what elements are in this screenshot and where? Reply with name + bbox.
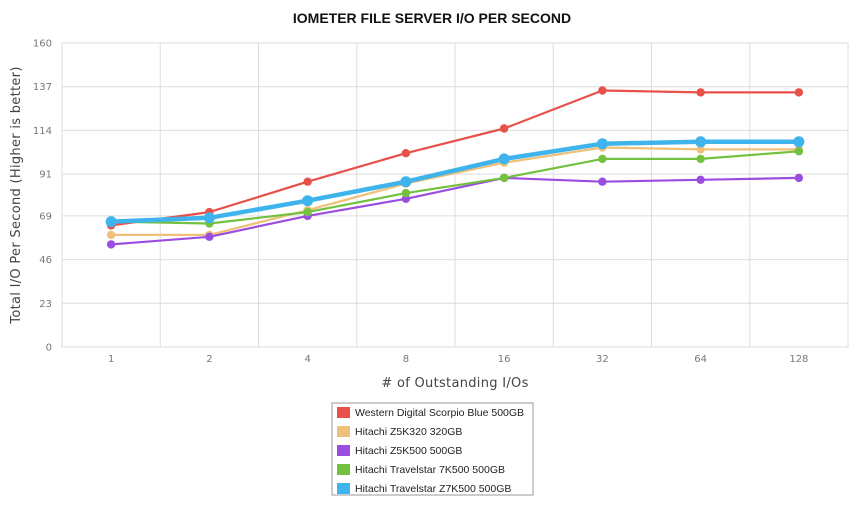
- data-point: [696, 175, 705, 184]
- data-point: [498, 153, 510, 165]
- legend-label: Hitachi Z5K500 500GB: [355, 445, 462, 457]
- data-point: [205, 232, 214, 241]
- legend-swatch: [337, 445, 350, 456]
- data-point: [696, 154, 705, 164]
- legend-item: Hitachi Travelstar 7K500 500GB: [337, 464, 505, 476]
- series-line: [109, 176, 801, 246]
- x-tick-label: 16: [498, 354, 511, 365]
- y-tick-label: 137: [33, 82, 52, 93]
- data-point: [695, 136, 707, 148]
- data-point: [105, 216, 117, 228]
- legend-box: [331, 402, 534, 496]
- data-point: [106, 240, 116, 249]
- y-tick-label: 160: [33, 39, 52, 50]
- series-line: [109, 89, 801, 227]
- data-point: [106, 230, 116, 240]
- grid: [61, 42, 849, 348]
- data-point: [794, 147, 804, 156]
- data-point: [794, 173, 804, 183]
- chart-title: IOMETER FILE SERVER I/O PER SECOND: [293, 10, 571, 26]
- x-tick-label: 64: [694, 354, 707, 365]
- y-tick-label: 0: [46, 343, 52, 354]
- y-tick-label: 114: [33, 126, 52, 137]
- legend-label: Hitachi Travelstar Z7K500 500GB: [355, 483, 511, 495]
- legend-item: Hitachi Z5K500 500GB: [337, 445, 462, 457]
- legend-item: Hitachi Z5K320 320GB: [337, 426, 462, 438]
- y-tick-label: 46: [39, 255, 52, 266]
- x-tick-label: 4: [304, 354, 310, 365]
- data-point: [794, 88, 804, 97]
- legend-item: Hitachi Travelstar Z7K500 500GB: [337, 483, 511, 495]
- y-axis-ticks: 0 23 46 69 91 114 137 160: [33, 39, 52, 354]
- series-5: [105, 136, 805, 228]
- data-point: [598, 86, 607, 95]
- legend-item: Western Digital Scorpio Blue 500GB: [337, 407, 524, 419]
- data-point: [401, 149, 411, 158]
- x-tick-label: 128: [789, 354, 808, 365]
- legend-swatch: [337, 426, 350, 437]
- data-point: [203, 212, 215, 224]
- data-point: [696, 145, 705, 154]
- y-tick-label: 69: [39, 211, 52, 222]
- legend-swatch: [337, 407, 350, 418]
- data-point: [303, 177, 312, 186]
- data-point: [596, 138, 608, 150]
- series-layer: [105, 86, 805, 249]
- data-point: [499, 173, 509, 183]
- data-point: [499, 124, 509, 133]
- series-line: [109, 146, 801, 236]
- data-point: [401, 188, 411, 198]
- legend-swatch: [337, 464, 350, 475]
- y-tick-label: 91: [39, 170, 52, 181]
- x-tick-label: 8: [403, 354, 409, 365]
- data-point: [793, 136, 805, 148]
- data-point: [598, 154, 607, 164]
- x-tick-label: 2: [206, 354, 212, 365]
- legend: Western Digital Scorpio Blue 500GB Hitach…: [331, 402, 534, 496]
- data-point: [598, 177, 607, 186]
- legend-label: Hitachi Z5K320 320GB: [355, 426, 462, 438]
- series-line: [108, 139, 802, 224]
- y-axis-label: Total I/O Per Second (Higher is better): [9, 66, 24, 324]
- x-axis-ticks: 1 2 4 8 16 32 64 128: [108, 354, 808, 365]
- data-point: [302, 195, 314, 207]
- x-tick-label: 1: [108, 354, 114, 365]
- data-point: [400, 176, 412, 188]
- data-point: [303, 207, 312, 217]
- x-axis-label: # of Outstanding I/Os: [381, 376, 528, 391]
- legend-label: Western Digital Scorpio Blue 500GB: [355, 407, 524, 419]
- x-tick-label: 32: [596, 354, 609, 365]
- y-tick-label: 23: [39, 299, 52, 310]
- series-line: [109, 150, 801, 225]
- legend-label: Hitachi Travelstar 7K500 500GB: [355, 464, 505, 476]
- data-point: [696, 88, 705, 97]
- legend-swatch: [337, 483, 350, 494]
